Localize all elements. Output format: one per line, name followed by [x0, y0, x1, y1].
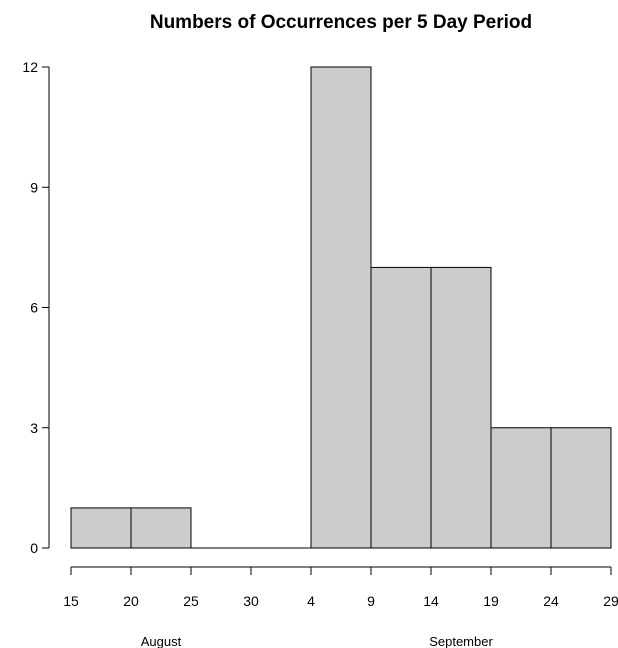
x-tick-label: 24	[543, 593, 559, 609]
y-tick-label: 0	[30, 540, 38, 556]
x-tick-label: 29	[603, 593, 618, 609]
bars	[70, 66, 612, 549]
x-tick-label: 4	[307, 593, 315, 609]
histogram-bar	[370, 266, 432, 549]
y-tick-label: 3	[30, 420, 38, 436]
histogram-bar	[430, 266, 492, 549]
histogram-bar	[310, 66, 372, 549]
x-group-label: September	[429, 634, 493, 648]
x-axis-month-labels: August September	[141, 634, 494, 648]
x-tick-label: 25	[183, 593, 199, 609]
y-tick-label: 12	[22, 59, 38, 75]
x-tick-label: 14	[423, 593, 439, 609]
histogram-bar	[550, 427, 612, 549]
x-tick-label: 15	[63, 593, 79, 609]
histogram-bar	[130, 507, 192, 549]
x-group-label: August	[141, 634, 182, 648]
histogram-bar	[490, 427, 552, 549]
histogram-bar	[70, 507, 132, 549]
chart-title: Numbers of Occurrences per 5 Day Period	[150, 12, 532, 33]
y-axis: 0 3 6 9 12	[22, 59, 50, 556]
x-axis: 15 20 25 30 4 9 14 19 24 29	[63, 566, 618, 609]
x-tick-label: 30	[243, 593, 259, 609]
x-tick-label: 20	[123, 593, 139, 609]
y-tick-label: 6	[30, 300, 38, 316]
y-tick-label: 9	[30, 179, 38, 195]
x-tick-label: 9	[367, 593, 375, 609]
x-tick-label: 19	[483, 593, 499, 609]
